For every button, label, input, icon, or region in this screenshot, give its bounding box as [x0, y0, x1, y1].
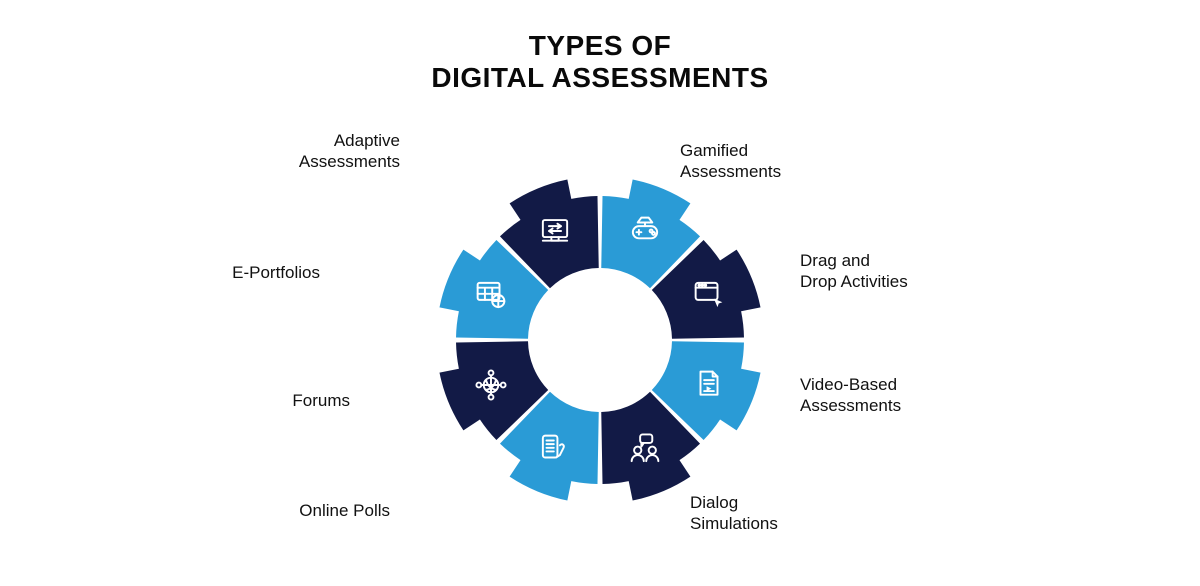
label-eportfolio: E-Portfolios: [232, 262, 320, 283]
label-forums: Forums: [292, 390, 350, 411]
page-title: TYPES OF DIGITAL ASSESSMENTS: [0, 30, 1200, 94]
label-video: Video-Based Assessments: [800, 374, 901, 417]
gear-infographic: [420, 160, 780, 520]
label-dialog: Dialog Simulations: [690, 492, 778, 535]
label-polls: Online Polls: [299, 500, 390, 521]
title-line-1: TYPES OF: [0, 30, 1200, 62]
label-dragdrop: Drag and Drop Activities: [800, 250, 908, 293]
label-gamified: Gamified Assessments: [680, 140, 781, 183]
gear-svg: [420, 160, 780, 520]
title-line-2: DIGITAL ASSESSMENTS: [0, 62, 1200, 94]
label-adaptive: Adaptive Assessments: [299, 130, 400, 173]
